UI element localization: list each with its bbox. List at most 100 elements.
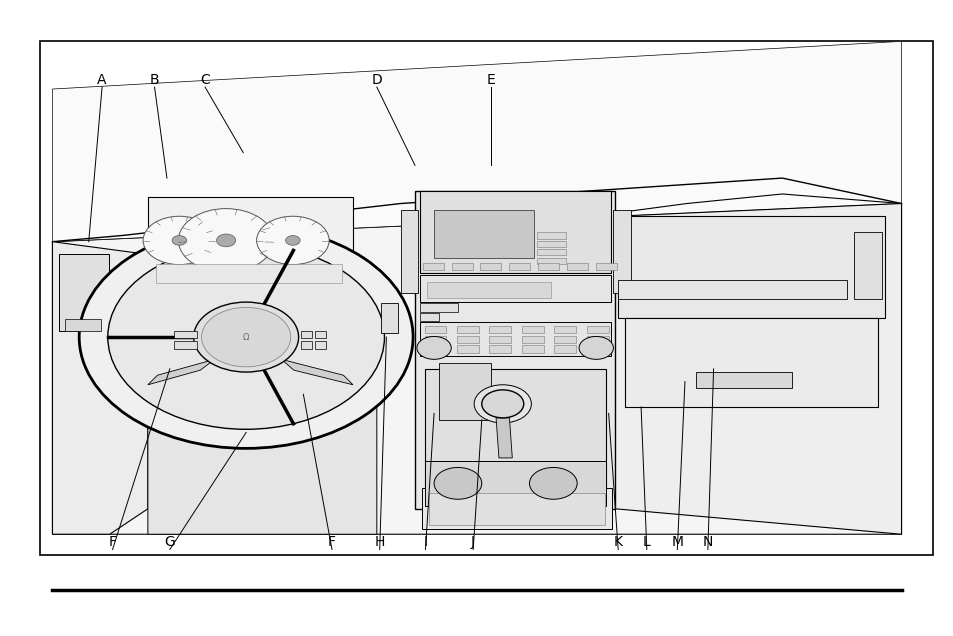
Bar (853, 232, 882, 299)
Polygon shape (52, 204, 901, 534)
Text: E: E (486, 73, 496, 86)
Text: C: C (200, 73, 210, 86)
Text: L: L (642, 535, 650, 549)
Circle shape (193, 302, 298, 372)
Bar (596, 263, 617, 270)
Polygon shape (281, 359, 353, 385)
Bar (415, 191, 615, 509)
Circle shape (529, 467, 577, 499)
Bar (537, 249, 565, 256)
Bar (489, 345, 511, 353)
Bar (300, 341, 312, 349)
Bar (422, 263, 443, 270)
Text: J: J (471, 535, 475, 549)
Bar (509, 263, 530, 270)
Bar (427, 282, 551, 298)
Bar (456, 326, 478, 333)
Text: M: M (671, 535, 682, 549)
Bar (434, 210, 534, 258)
Text: D: D (371, 73, 382, 86)
Circle shape (578, 336, 613, 359)
Bar (567, 263, 588, 270)
Polygon shape (52, 242, 148, 534)
Bar (618, 216, 884, 318)
Bar (424, 461, 605, 506)
Bar (424, 336, 446, 343)
Text: A: A (97, 73, 107, 86)
Polygon shape (52, 41, 901, 242)
Bar (537, 232, 565, 238)
Bar (521, 336, 543, 343)
Bar (624, 318, 877, 407)
Bar (456, 336, 478, 343)
Bar (554, 326, 576, 333)
Bar (419, 303, 457, 312)
Polygon shape (615, 204, 901, 534)
Bar (300, 331, 312, 338)
Circle shape (216, 234, 235, 247)
Bar (521, 345, 543, 353)
Circle shape (172, 235, 187, 245)
Bar (429, 493, 604, 525)
Text: K: K (613, 535, 622, 549)
Bar (613, 210, 630, 293)
Text: F: F (109, 535, 116, 549)
Bar (40, 41, 932, 555)
Bar (618, 280, 846, 299)
Bar (173, 331, 197, 338)
Text: G: G (164, 535, 175, 549)
Bar (438, 363, 491, 420)
Bar (586, 326, 608, 333)
Bar (489, 326, 511, 333)
Bar (400, 210, 417, 293)
Bar (696, 372, 791, 388)
Bar (419, 322, 610, 356)
Bar (424, 345, 446, 353)
Circle shape (434, 467, 481, 499)
Bar (380, 303, 397, 333)
Text: F: F (328, 535, 335, 549)
Bar (424, 369, 605, 509)
Bar (173, 341, 197, 349)
Bar (419, 313, 438, 321)
Bar (424, 326, 446, 333)
Circle shape (201, 307, 291, 367)
Bar (537, 240, 565, 247)
Bar (489, 336, 511, 343)
Circle shape (79, 226, 413, 448)
Polygon shape (148, 359, 214, 385)
Circle shape (256, 216, 329, 265)
Text: Ω: Ω (243, 333, 249, 342)
Bar (537, 263, 558, 270)
Bar (480, 263, 501, 270)
Bar (554, 336, 576, 343)
Bar (537, 258, 565, 264)
Bar (451, 263, 472, 270)
Circle shape (285, 235, 300, 245)
Text: N: N (702, 535, 712, 549)
Bar (554, 345, 576, 353)
Bar (421, 488, 612, 529)
Circle shape (108, 245, 384, 429)
Bar (65, 319, 101, 331)
Bar (155, 264, 341, 283)
Polygon shape (496, 418, 512, 458)
Bar (586, 336, 608, 343)
Circle shape (416, 336, 451, 359)
Text: I: I (423, 535, 427, 549)
Bar (148, 197, 353, 286)
Bar (456, 345, 478, 353)
Bar (586, 345, 608, 353)
Polygon shape (148, 363, 376, 534)
Bar (314, 331, 326, 338)
Circle shape (143, 216, 215, 265)
Text: B: B (150, 73, 159, 86)
Text: H: H (375, 535, 384, 549)
Circle shape (178, 209, 274, 272)
Bar (419, 275, 610, 302)
Bar (521, 326, 543, 333)
Bar (59, 254, 109, 331)
Bar (314, 341, 326, 349)
Circle shape (474, 385, 531, 423)
Circle shape (481, 390, 523, 418)
